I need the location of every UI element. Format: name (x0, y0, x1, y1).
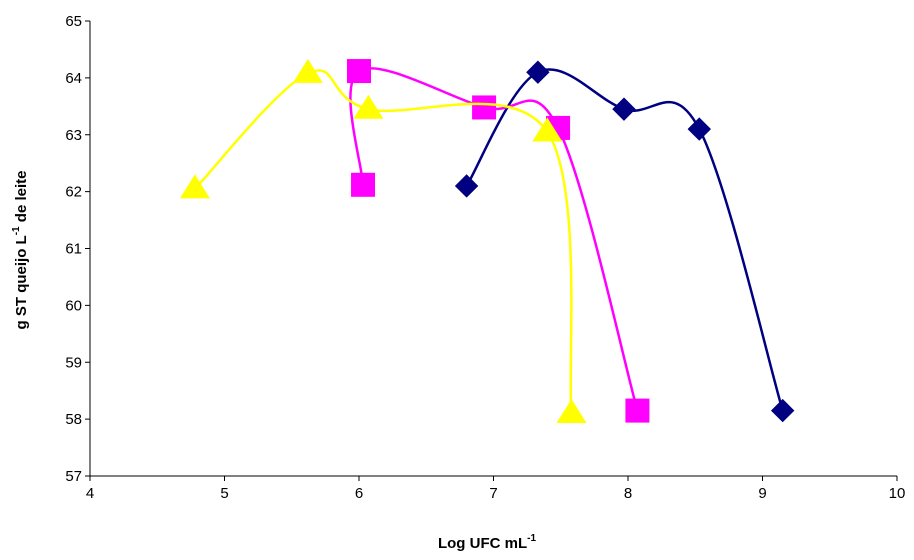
data-point-diamond (612, 97, 636, 121)
x-tick-label: 5 (220, 485, 228, 502)
data-point-triangle (179, 174, 210, 199)
x-tick-label: 6 (355, 485, 363, 502)
y-axis-title-superscript: -1 (11, 226, 22, 235)
x-tick-label: 9 (758, 485, 766, 502)
data-point-square (351, 172, 376, 197)
x-axis-title-superscript: -1 (527, 533, 536, 544)
x-axis-title-main: Log UFC mL (438, 535, 527, 552)
y-tick-label: 60 (65, 297, 82, 314)
data-point-diamond (526, 60, 550, 84)
x-ticks: 4 5 6 7 8 9 10 (86, 476, 906, 502)
data-point-square (625, 398, 650, 423)
y-axis-title: g ST queijo L-1 de leite (11, 171, 30, 330)
series-square (347, 59, 650, 423)
data-point-square (347, 59, 371, 84)
y-tick-label: 64 (65, 70, 82, 87)
data-point-diamond (454, 174, 479, 198)
y-tick-label: 63 (65, 127, 82, 144)
y-tick-label: 57 (65, 468, 82, 485)
y-tick-label: 58 (65, 411, 82, 428)
data-point-triangle (292, 58, 323, 83)
data-point-square (472, 95, 497, 120)
data-point-triangle (532, 117, 563, 142)
x-tick-label: 7 (489, 485, 497, 502)
series-line-diamond (465, 68, 784, 411)
series-line-square (349, 67, 639, 411)
series-triangle (179, 58, 587, 424)
y-tick-label: 59 (65, 354, 82, 371)
series-line-triangle (194, 69, 573, 414)
y-axis-title-part1: g ST queijo L (13, 235, 30, 329)
data-point-triangle (556, 399, 587, 424)
series-diamond (454, 60, 795, 423)
data-point-triangle (353, 94, 384, 119)
y-tick-label: 65 (65, 13, 82, 30)
data-point-diamond (770, 398, 795, 423)
y-axis-title-part2: de leite (13, 171, 30, 227)
series-layer (179, 58, 795, 424)
x-tick-label: 10 (889, 485, 906, 502)
y-ticks: 57 58 59 60 61 62 63 64 65 (65, 13, 90, 485)
x-tick-label: 8 (624, 485, 632, 502)
x-axis-title: Log UFC mL-1 (438, 533, 536, 552)
y-tick-label: 62 (65, 184, 82, 201)
data-point-diamond (687, 117, 711, 141)
x-tick-label: 4 (86, 485, 94, 502)
y-tick-label: 61 (65, 241, 82, 258)
